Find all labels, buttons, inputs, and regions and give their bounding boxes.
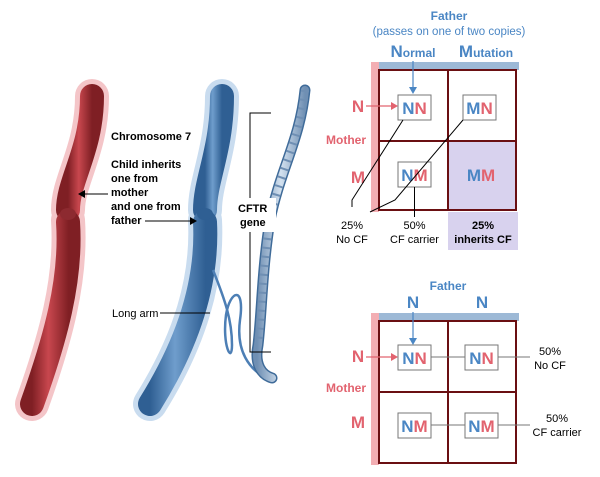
cftr-label-2: gene: [240, 217, 266, 229]
svg-text:MM: MM: [467, 166, 495, 185]
punnett-grid-carrier-parents: Father (passes on one of two copies) Nor…: [326, 9, 526, 250]
cftr-label-1: CFTR: [238, 203, 267, 215]
grid2-caption-no-cf-pct: 50%: [539, 346, 561, 358]
grid1-father-subtitle: (passes on one of two copies): [373, 26, 526, 38]
grid2-col-header-1: N: [407, 293, 419, 312]
inherit-arrows: [78, 190, 197, 225]
grid1-caption-no-cf: No CF: [336, 234, 368, 246]
grid2-father-title: Father: [430, 279, 467, 293]
grid2-row-header-1: N: [352, 347, 364, 366]
grid2-caption-carrier: CF carrier: [533, 427, 582, 439]
inherit-line-3: mother: [111, 187, 149, 199]
grid1-mother-label: Mother: [326, 133, 366, 147]
grid2-cell-3: NM: [397, 412, 432, 439]
grid2-row-header-2: M: [351, 413, 365, 432]
grid1-cell-2: MN: [462, 94, 497, 121]
svg-text:NM: NM: [401, 417, 427, 436]
chromosome-label: Chromosome 7: [111, 131, 191, 143]
grid1-caption-cf-pct: 25%: [472, 220, 494, 232]
grid2-caption-no-cf: No CF: [534, 360, 566, 372]
grid2-mother-bar: [371, 313, 379, 465]
grid2-father-bar: [371, 313, 519, 321]
grid2-caption-carrier-pct: 50%: [546, 413, 568, 425]
svg-text:NM: NM: [468, 417, 494, 436]
dna-strand: [211, 84, 311, 384]
svg-text:MN: MN: [466, 99, 492, 118]
grid1-caption-no-cf-pct: 25%: [341, 220, 363, 232]
grid1-cell-1: NN: [397, 94, 432, 121]
long-arm-label: Long arm: [112, 308, 158, 320]
svg-text:NN: NN: [469, 349, 494, 368]
grid2-cell-2: NN: [464, 344, 499, 371]
grid1-row-header-2: M: [351, 168, 365, 187]
grid2-cell-4: NM: [464, 412, 499, 439]
grid2-mother-label: Mother: [326, 381, 366, 395]
grid1-cell-3: NM: [397, 161, 432, 188]
grid1-col-header-normal: Normal: [391, 42, 436, 61]
grid1-father-title: Father: [431, 9, 468, 23]
grid1-row-header-1: N: [352, 97, 364, 116]
svg-text:NM: NM: [401, 166, 427, 185]
grid1-caption-carrier-pct: 50%: [403, 220, 425, 232]
inherit-line-5: father: [111, 215, 142, 227]
grid2-col-header-2: N: [476, 293, 488, 312]
svg-text:NN: NN: [402, 349, 427, 368]
inherit-line-1: Child inherits: [111, 159, 181, 171]
svg-text:NN: NN: [402, 99, 427, 118]
grid1-cell-4: MM: [467, 166, 495, 185]
paternal-chromosome: [133, 79, 239, 421]
cftr-bracket: [249, 112, 271, 353]
grid1-caption-carrier: CF carrier: [390, 234, 439, 246]
maternal-chromosome: [15, 79, 109, 421]
inherit-line-2: one from: [111, 173, 158, 185]
grid1-col-header-mutation: Mutation: [459, 42, 513, 61]
grid1-highlight-cell: [448, 141, 516, 210]
grid2-cell-1: NN: [397, 344, 432, 371]
inherit-line-4: and one from: [111, 201, 181, 213]
punnett-grid-one-carrier: Father N N N M Mother NN NN NM NM: [326, 279, 582, 465]
grid1-father-bar: [371, 62, 519, 70]
grid1-caption-cf: inherits CF: [454, 234, 512, 246]
grid1-mother-bar: [371, 62, 379, 212]
